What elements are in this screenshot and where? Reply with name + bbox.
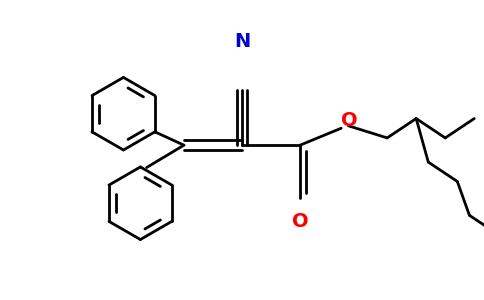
Text: O: O — [292, 212, 308, 231]
Text: N: N — [234, 32, 250, 51]
Text: O: O — [341, 110, 358, 130]
